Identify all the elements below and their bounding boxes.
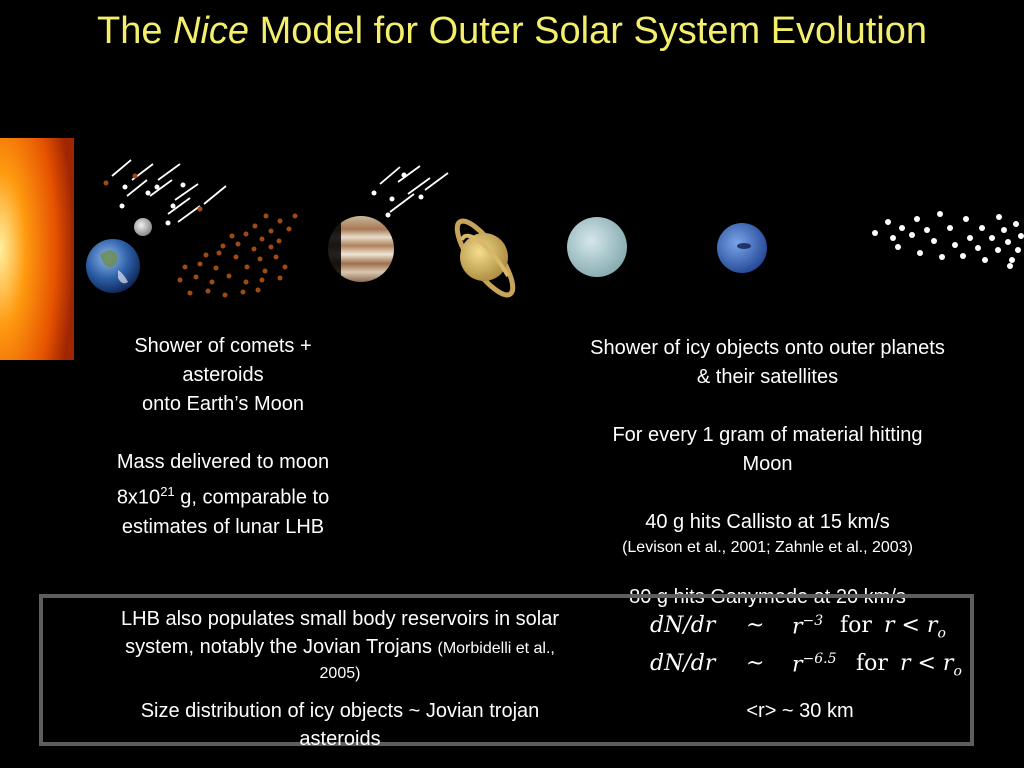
callisto-line: 40 g hits Callisto at 15 km/s (645, 511, 890, 533)
comet-streaks-jupiter (379, 165, 449, 213)
box-line2-text: system, notably the Jovian Trojans (125, 636, 438, 658)
comet-heads-brown (103, 173, 203, 212)
radius-note: <r> ~ 30 km (746, 700, 854, 722)
comet-shower-line3: onto Earth’s Moon (142, 393, 304, 415)
title-prefix: The (96, 10, 174, 52)
uranus-image (567, 217, 627, 277)
eq2-r: r (792, 652, 803, 678)
gram-line1: For every 1 gram of material hitting (612, 424, 923, 446)
eq2-condition: r < r (900, 651, 954, 676)
eq1-lhs: dN/dr (650, 613, 716, 638)
asteroid-belt-dots (177, 213, 298, 298)
eq2-for: for (856, 651, 888, 676)
box-text-block: LHB also populates small body reservoirs… (70, 605, 610, 753)
mass-comparison: g, comparable to (174, 486, 330, 509)
slide-title: The Nice Model for Outer Solar System Ev… (0, 10, 1024, 53)
icy-shower-line2: & their satellites (696, 366, 839, 388)
eq2-subscript: o (953, 663, 962, 680)
kuiper-belt-dots (872, 211, 1024, 269)
eq1-for: for (840, 613, 872, 638)
eq1-condition: r < r (884, 613, 938, 638)
sun-image (0, 138, 74, 360)
mass-line1: Mass delivered to moon (116, 451, 330, 473)
solar-system-illustration (0, 138, 1024, 360)
mass-exponent: 21 (160, 484, 175, 499)
icy-shower-line1: Shower of icy objects onto outer planets (590, 337, 945, 359)
box-line1: LHB also populates small body reservoirs… (121, 608, 559, 630)
callisto-reference: (Levison et al., 2001; Zahnle et al., 20… (622, 539, 913, 556)
box-line2-ref: (Morbidelli et al., (437, 640, 555, 657)
eq1-r: r (792, 614, 803, 640)
right-text-block: Shower of icy objects onto outer planets… (540, 334, 995, 559)
jupiter-image (328, 216, 394, 282)
mass-base: 8x10 (116, 486, 161, 509)
comet-heads-jupiter (371, 172, 424, 218)
eq2-lhs: dN/dr (650, 651, 716, 676)
comet-shower-line1: Shower of comets + (134, 335, 312, 357)
size-line1: Size distribution of icy objects ~ Jovia… (140, 700, 540, 722)
title-italic-word: Nice (173, 10, 250, 52)
size-line2: asteroids (299, 728, 381, 750)
mass-line3: estimates of lunar LHB (121, 515, 325, 538)
eq2-exponent: −6.5 (802, 651, 837, 667)
eq1-exponent: −3 (802, 613, 824, 629)
box-line3-ref: 2005) (319, 665, 361, 682)
eq2-sim: ~ (746, 651, 765, 676)
moon-image (134, 218, 152, 236)
title-suffix: Model for Outer Solar System Evolution (249, 10, 928, 52)
comet-shower-line2: asteroids (182, 364, 264, 386)
trojans-box (39, 594, 974, 746)
saturn-image (454, 218, 516, 298)
eq1-sim: ~ (746, 613, 765, 638)
comet-heads-inner (119, 182, 186, 226)
eq1-subscript: o (937, 625, 946, 642)
box-line2: system, notably the Jovian Trojans (Morb… (70, 633, 610, 663)
comet-streaks-inner (111, 159, 227, 223)
left-text-block: Shower of comets + asteroids onto Earth’… (88, 332, 358, 542)
gram-line2: Moon (742, 453, 793, 475)
mass-line2: 8x1021 g, comparable to (88, 477, 358, 513)
